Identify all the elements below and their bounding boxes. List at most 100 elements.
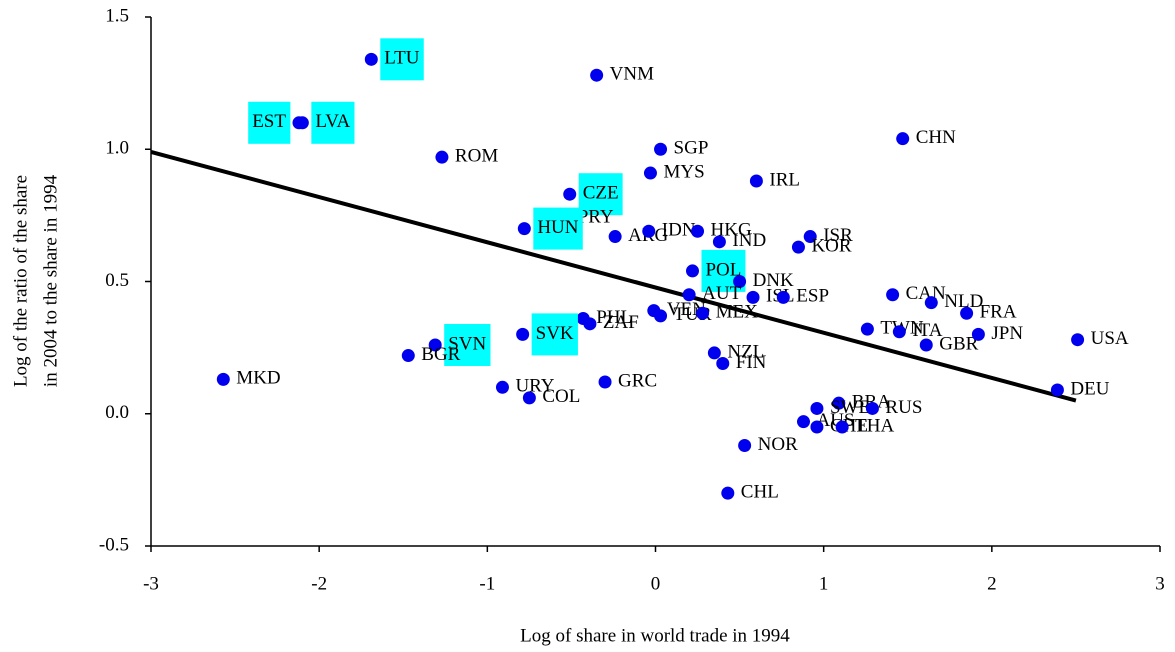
point-label: PRY: [578, 206, 614, 227]
point-label: HKG: [711, 220, 752, 241]
point-label: ESP: [796, 286, 829, 307]
point: [924, 296, 938, 310]
point: [960, 306, 974, 320]
point-label: MKD: [236, 368, 280, 389]
point: [401, 349, 415, 363]
point-label: IRL: [769, 169, 800, 190]
y-tick-label: 0.5: [105, 270, 129, 291]
point: [1050, 383, 1064, 397]
point: [583, 317, 597, 331]
label-highlight: [311, 101, 355, 144]
point: [691, 224, 705, 238]
point: [803, 230, 817, 244]
y-tick-label: 0.0: [105, 402, 129, 423]
point-label: COL: [542, 386, 580, 407]
point: [682, 288, 696, 302]
point: [810, 401, 824, 415]
y-axis-title: in 2004 to the share in 1994: [40, 174, 61, 387]
label-highlight: [578, 173, 623, 216]
point-label: SWE: [830, 397, 870, 418]
point-label: URY: [515, 376, 554, 397]
point-label: FRA: [980, 302, 1017, 323]
point: [892, 325, 906, 339]
point-label: BRA: [852, 392, 891, 413]
point-label: THA: [855, 415, 894, 436]
point: [776, 290, 790, 304]
point-label: LVA: [315, 111, 350, 132]
point-label: NZL: [727, 341, 764, 362]
point: [860, 322, 874, 336]
point-label: CHL: [741, 481, 779, 502]
point: [295, 116, 309, 130]
point-label: IND: [732, 230, 766, 251]
point-label: HUN: [537, 217, 578, 238]
point-label: DEU: [1070, 378, 1109, 399]
trend-line: [150, 149, 1077, 403]
point: [749, 174, 763, 188]
point-label: FIN: [736, 352, 767, 373]
point: [642, 224, 656, 238]
point: [707, 346, 721, 360]
label-highlight: [380, 38, 424, 81]
point: [712, 235, 726, 249]
x-tick-label: -3: [143, 573, 159, 594]
point: [364, 52, 378, 66]
label-highlight: [531, 313, 578, 356]
point-label: MYS: [663, 161, 704, 182]
label-highlight: [533, 207, 583, 250]
point: [971, 327, 985, 341]
point: [886, 288, 900, 302]
point-label: USA: [1091, 328, 1129, 349]
point-label: AUT: [702, 283, 741, 304]
y-axis-title: Log of the ratio of the share: [10, 175, 31, 387]
point: [563, 187, 577, 201]
x-tick-label: 3: [1155, 573, 1165, 594]
point: [721, 486, 735, 500]
point-label: IDN: [662, 220, 696, 241]
point-label: SVK: [536, 323, 574, 344]
x-tick-label: 1: [819, 573, 829, 594]
y-tick-label: 1.5: [105, 5, 129, 26]
point-label: NOR: [758, 434, 798, 455]
point: [832, 396, 846, 410]
point-label: POL: [705, 259, 741, 280]
point: [716, 356, 730, 370]
point: [919, 338, 933, 352]
point-label: MEX: [716, 302, 759, 323]
point-label: NLD: [944, 291, 983, 312]
point: [733, 275, 747, 288]
point-label: CZE: [583, 183, 619, 204]
point: [435, 150, 449, 164]
point: [643, 166, 657, 180]
point-label: PHL: [596, 307, 632, 328]
point-label: CHN: [916, 127, 956, 148]
point: [654, 142, 668, 156]
label-highlight: [248, 101, 291, 144]
point-label: RUS: [885, 397, 922, 418]
point: [590, 68, 604, 82]
point-label: KOR: [811, 235, 851, 256]
point: [517, 222, 531, 236]
point-label: BGR: [421, 344, 460, 365]
point-label: ISR: [823, 225, 853, 246]
point-label: SVN: [448, 333, 486, 354]
point-label: GRC: [618, 370, 657, 391]
point: [654, 309, 668, 323]
x-axis-title: Log of share in world trade in 1994: [520, 625, 790, 646]
point: [522, 391, 536, 405]
x-tick-label: -1: [479, 573, 495, 594]
point-label: ITA: [912, 320, 942, 341]
point-label: GBR: [939, 333, 978, 354]
x-tick-label: 0: [651, 573, 661, 594]
point-label: VNM: [610, 64, 654, 85]
point: [598, 375, 612, 389]
point-label: JPN: [991, 323, 1023, 344]
point: [865, 401, 879, 415]
point-label: SGP: [674, 138, 709, 159]
point: [428, 338, 442, 352]
point: [835, 420, 849, 434]
point: [685, 264, 699, 278]
point: [810, 420, 824, 434]
point: [796, 415, 810, 429]
